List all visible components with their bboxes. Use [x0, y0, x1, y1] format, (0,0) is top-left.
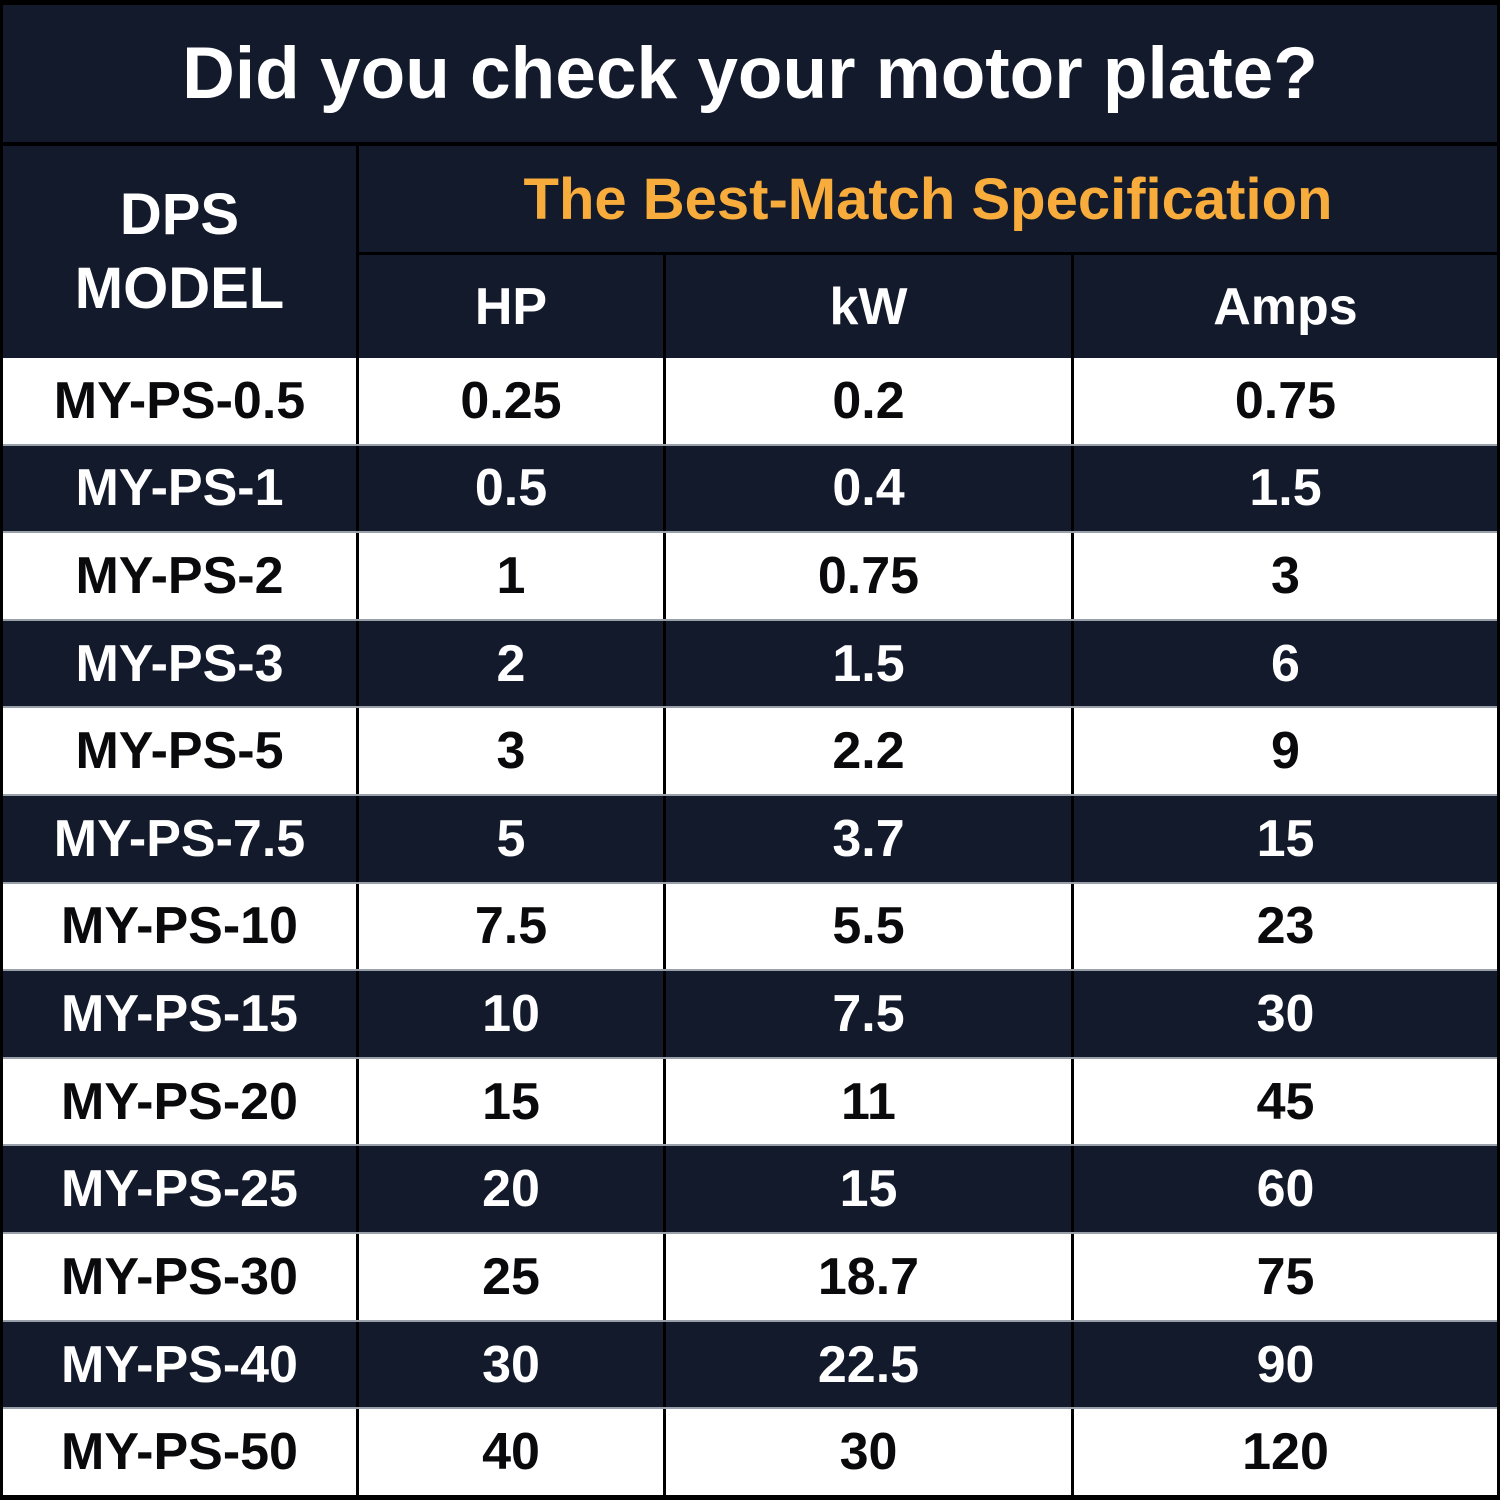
model-cell: MY-PS-1 — [3, 445, 359, 532]
hp-cell: 10 — [359, 971, 666, 1057]
amps-cell: 30 — [1256, 985, 1315, 1044]
table-row: MY-PS-50 40 30 120 — [3, 1407, 1497, 1495]
column-header-hp: HP — [359, 255, 666, 358]
model-cell: MY-PS-25 — [3, 1146, 359, 1233]
amps-cell: 0.75 — [1234, 371, 1337, 430]
kw-cell: 0.2 — [666, 358, 1074, 444]
table-row: MY-PS-2 1 0.75 3 — [3, 531, 1497, 619]
model-cell: MY-PS-5 — [3, 708, 359, 795]
amps-cell: 23 — [1256, 897, 1315, 956]
amps-cell: 120 — [1242, 1423, 1329, 1482]
hp-cell: 1 — [359, 533, 666, 619]
kw-cell: 15 — [666, 1146, 1074, 1233]
table-row: MY-PS-0.5 0.25 0.2 0.75 — [3, 358, 1497, 444]
model-cell: MY-PS-7.5 — [3, 796, 359, 882]
amps-cell: 6 — [1271, 634, 1300, 693]
page-title: Did you check your motor plate? — [182, 33, 1318, 114]
hp-cell: 7.5 — [359, 883, 666, 970]
kw-cell: 7.5 — [666, 971, 1074, 1057]
table-header: DPS MODEL The Best-Match Specification H… — [3, 146, 1497, 358]
hp-cell: 20 — [359, 1146, 666, 1233]
kw-cell: 0.4 — [666, 445, 1074, 532]
amps-cell: 75 — [1256, 1247, 1315, 1306]
table-row: MY-PS-20 15 11 45 — [3, 1056, 1497, 1145]
amps-cell: 9 — [1271, 722, 1300, 781]
hp-cell: 30 — [359, 1321, 666, 1408]
model-cell: MY-PS-40 — [3, 1321, 359, 1408]
table-row: MY-PS-3 2 1.5 6 — [3, 618, 1497, 707]
column-header-kw: kW — [666, 255, 1074, 358]
header-right-group: The Best-Match Specification HP kW Amps — [359, 146, 1497, 358]
table-row: MY-PS-5 3 2.2 9 — [3, 706, 1497, 795]
model-cell: MY-PS-0.5 — [3, 358, 359, 444]
table-row: MY-PS-7.5 5 3.7 15 — [3, 794, 1497, 882]
kw-cell: 1.5 — [666, 620, 1074, 707]
table-row: MY-PS-30 25 18.7 75 — [3, 1232, 1497, 1320]
poster-inner: Did you check your motor plate? DPS MODE… — [3, 5, 1497, 1495]
column-header-model: DPS MODEL — [3, 146, 359, 358]
group-header-specification: The Best-Match Specification — [359, 146, 1497, 255]
hp-cell: 15 — [359, 1058, 666, 1145]
kw-cell: 3.7 — [666, 796, 1074, 882]
hp-cell: 25 — [359, 1234, 666, 1320]
title-bar: Did you check your motor plate? — [3, 5, 1497, 146]
kw-cell: 22.5 — [666, 1321, 1074, 1408]
model-cell: MY-PS-50 — [3, 1409, 359, 1495]
kw-cell: 2.2 — [666, 708, 1074, 795]
model-cell: MY-PS-30 — [3, 1234, 359, 1320]
kw-cell: 5.5 — [666, 883, 1074, 970]
kw-cell: 30 — [666, 1409, 1074, 1495]
spec-table: DPS MODEL The Best-Match Specification H… — [3, 146, 1497, 1495]
table-body: MY-PS-0.5 0.25 0.2 0.75 MY-PS-1 0.5 0.4 … — [3, 358, 1497, 1495]
table-row: MY-PS-40 30 22.5 90 — [3, 1319, 1497, 1408]
sub-header-row: HP kW Amps — [359, 255, 1497, 358]
table-row: MY-PS-25 20 15 60 — [3, 1144, 1497, 1233]
table-row: MY-PS-1 0.5 0.4 1.5 — [3, 443, 1497, 532]
column-header-amps: Amps — [1213, 277, 1358, 336]
table-row: MY-PS-15 10 7.5 30 — [3, 969, 1497, 1057]
amps-cell: 3 — [1271, 547, 1300, 606]
hp-cell: 40 — [359, 1409, 666, 1495]
hp-cell: 3 — [359, 708, 666, 795]
amps-cell: 90 — [1256, 1335, 1315, 1394]
hp-cell: 0.5 — [359, 445, 666, 532]
kw-cell: 0.75 — [666, 533, 1074, 619]
kw-cell: 18.7 — [666, 1234, 1074, 1320]
amps-cell: 15 — [1256, 809, 1315, 868]
table-row: MY-PS-10 7.5 5.5 23 — [3, 881, 1497, 970]
model-cell: MY-PS-10 — [3, 883, 359, 970]
model-cell: MY-PS-20 — [3, 1058, 359, 1145]
amps-cell: 45 — [1256, 1072, 1315, 1131]
amps-cell: 1.5 — [1249, 459, 1322, 518]
hp-cell: 0.25 — [359, 358, 666, 444]
amps-cell: 60 — [1256, 1160, 1315, 1219]
hp-cell: 5 — [359, 796, 666, 882]
kw-cell: 11 — [666, 1058, 1074, 1145]
model-cell: MY-PS-3 — [3, 620, 359, 707]
model-cell: MY-PS-15 — [3, 971, 359, 1057]
model-cell: MY-PS-2 — [3, 533, 359, 619]
hp-cell: 2 — [359, 620, 666, 707]
